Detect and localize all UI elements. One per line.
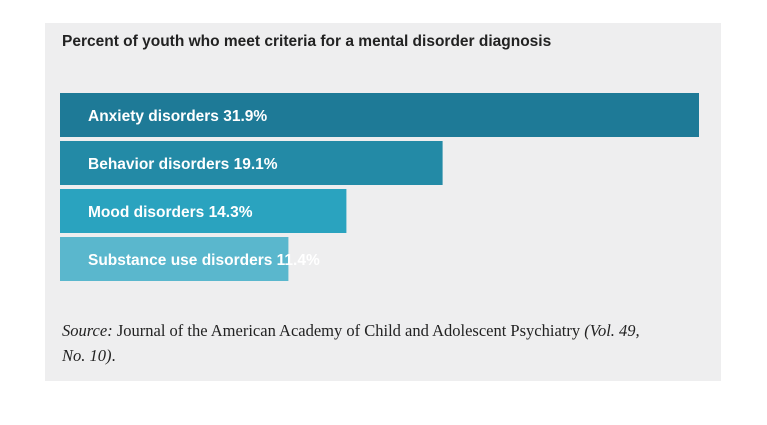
source-label: Source: [62,321,113,340]
bar-group: Behavior disorders 19.1% [60,141,443,185]
chart-title: Percent of youth who meet criteria for a… [62,33,552,50]
source-text: Journal of the American Academy of Child… [112,321,585,340]
source-end: . [111,346,116,365]
bar [60,237,289,281]
bar-label: Mood disorders 14.3% [88,204,253,221]
bar [60,93,699,137]
source-volume: (Vol. 49, No. 10) [62,321,640,365]
bar-group: Anxiety disorders 31.9% [60,93,699,137]
bar-group: Substance use disorders 11.4% [60,237,320,281]
bar [60,189,347,233]
bar [60,141,443,185]
bar-label: Behavior disorders 19.1% [88,156,278,173]
bar-label: Substance use disorders 11.4% [88,252,320,269]
source-note: Source: Journal of the American Academy … [62,318,662,368]
bar-label: Anxiety disorders 31.9% [88,108,267,125]
bar-group: Mood disorders 14.3% [60,189,347,233]
